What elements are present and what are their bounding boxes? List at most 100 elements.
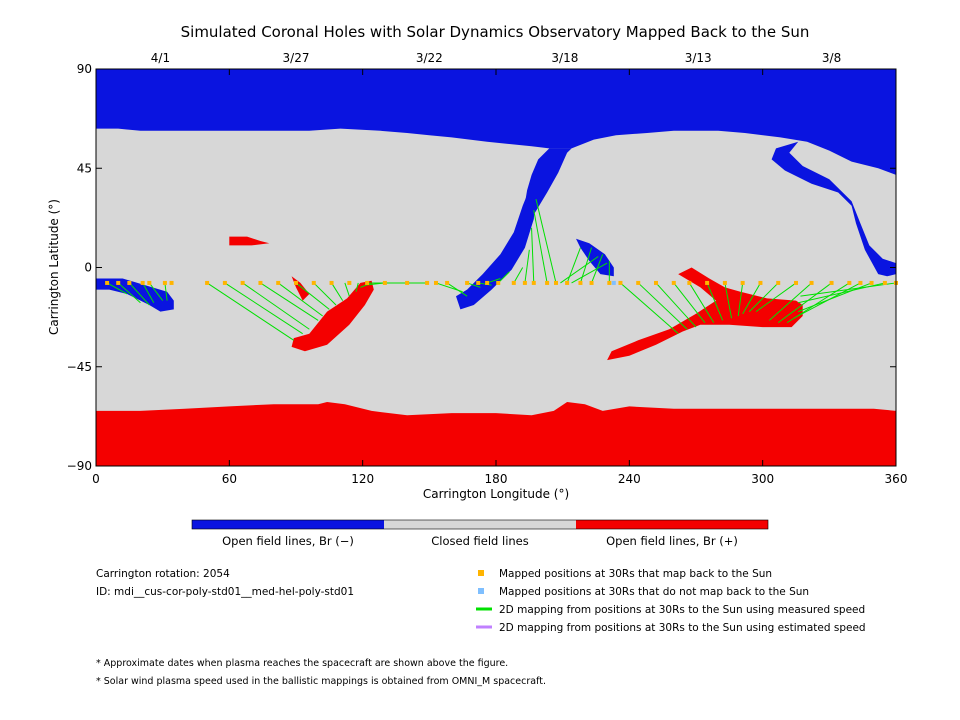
legend-label: Mapped positions at 30Rs that do not map… xyxy=(499,586,809,598)
mapping-line-measured xyxy=(755,282,797,313)
x-tick-label: 120 xyxy=(351,472,374,486)
mapping-line-measured xyxy=(355,282,359,292)
point-maps-to-sun xyxy=(847,280,852,285)
point-maps-to-sun xyxy=(554,280,558,285)
legend-marker xyxy=(478,570,484,576)
mapping-line-measured xyxy=(637,282,688,330)
point-maps-to-sun xyxy=(740,280,745,285)
mapping-line-measured xyxy=(688,282,715,323)
mapping-line-measured xyxy=(148,282,164,301)
point-maps-to-sun xyxy=(127,280,132,285)
point-maps-to-sun xyxy=(687,280,692,285)
mapping-line-measured xyxy=(560,256,599,284)
point-maps-to-sun xyxy=(405,280,410,285)
x-axis: 0 60 120 180 240 300 360 xyxy=(92,69,907,486)
date-tick-label: 3/18 xyxy=(551,51,578,65)
point-maps-to-sun xyxy=(382,280,387,285)
y-axis-label: Carrington Latitude (°) xyxy=(47,199,61,335)
mapping-line-measured xyxy=(748,282,779,312)
colorbar-segment xyxy=(576,520,768,529)
point-maps-to-sun xyxy=(445,280,450,285)
date-tick-label: 3/8 xyxy=(822,51,841,65)
point-maps-to-sun xyxy=(258,280,263,285)
colorbar-label: Open field lines, Br (+) xyxy=(606,534,738,548)
x-tick-label: 360 xyxy=(885,472,908,486)
date-tick-label: 4/1 xyxy=(151,51,170,65)
region-hole-90-125 xyxy=(291,280,374,352)
point-maps-to-sun xyxy=(434,280,438,285)
point-maps-to-sun xyxy=(294,280,298,285)
mapping-line-measured xyxy=(513,267,524,284)
mapping-line-measured xyxy=(128,282,150,306)
mapping-line-measured xyxy=(724,282,733,319)
point-maps-to-sun xyxy=(794,280,798,285)
point-maps-to-sun xyxy=(476,280,481,285)
mapping-line-measured xyxy=(531,227,535,283)
region-east-extension-300-360 xyxy=(771,141,896,277)
model-id: ID: mdi__cus-cor-poly-std01__med-hel-pol… xyxy=(96,586,354,598)
point-maps-to-sun xyxy=(858,280,863,285)
mapping-line-measured xyxy=(466,282,481,288)
legend-label: 2D mapping from positions at 30Rs to the… xyxy=(499,622,866,634)
mapping-line-measured xyxy=(673,282,706,323)
mapping-line-measured xyxy=(478,282,492,286)
x-tick-label: 180 xyxy=(485,472,508,486)
point-maps-to-sun xyxy=(758,280,763,285)
point-maps-to-sun xyxy=(485,280,490,285)
region-polar-extension-183-204 xyxy=(524,148,572,215)
y-axis: 90 45 0 −45 −90 xyxy=(67,62,896,473)
y-tick-label: 0 xyxy=(84,261,92,275)
point-maps-to-sun xyxy=(465,280,470,285)
mapping-line-measured xyxy=(206,282,295,341)
point-maps-to-sun xyxy=(869,280,874,285)
mapping-line-measured xyxy=(106,282,128,295)
x-tick-label: 60 xyxy=(222,472,237,486)
plot-area xyxy=(95,68,898,467)
mapping-line-measured xyxy=(571,262,608,284)
colorbar-segment xyxy=(192,520,384,529)
legend-label: Mapped positions at 30Rs that map back t… xyxy=(499,568,772,580)
point-maps-to-sun xyxy=(365,280,370,285)
mapping-line-measured xyxy=(242,282,310,330)
colorbar-label: Closed field lines xyxy=(431,534,529,548)
colorbar: Open field lines, Br (−) Closed field lin… xyxy=(191,519,769,548)
footnote-dates: * Approximate dates when plasma reaches … xyxy=(96,658,508,669)
point-maps-to-sun xyxy=(545,280,550,285)
point-maps-to-sun xyxy=(511,280,516,285)
y-tick-label: 45 xyxy=(77,161,92,175)
point-maps-to-sun xyxy=(329,280,334,285)
region-hole-230-320 xyxy=(607,267,803,361)
mapping-line-measured xyxy=(486,278,501,284)
region-patch-60-80 xyxy=(229,236,270,246)
colorbar-frame xyxy=(191,519,769,530)
point-maps-to-sun xyxy=(607,280,612,285)
point-maps-to-sun xyxy=(425,280,430,285)
region-neck-hole-165-195 xyxy=(456,183,536,310)
region-hole-left-edge xyxy=(96,278,174,312)
mapping-line-measured xyxy=(142,282,155,304)
point-maps-to-sun xyxy=(140,280,145,285)
x-tick-label: 0 xyxy=(92,472,100,486)
mapping-line-measured xyxy=(313,282,337,306)
mapping-line-measured xyxy=(446,282,468,297)
region-hole-215-234 xyxy=(576,238,614,277)
point-maps-to-sun xyxy=(276,280,281,285)
chart-title: Simulated Coronal Holes with Solar Dynam… xyxy=(181,23,810,41)
coronal-hole-regions xyxy=(96,69,896,466)
point-maps-to-sun xyxy=(829,280,834,285)
date-axis: 4/1 3/27 3/22 3/18 3/13 3/8 xyxy=(151,51,841,65)
legend: Mapped positions at 30Rs that map back t… xyxy=(476,568,866,634)
date-tick-label: 3/22 xyxy=(416,51,443,65)
point-maps-to-sun xyxy=(105,280,110,285)
point-maps-to-sun xyxy=(147,280,152,285)
point-maps-to-sun xyxy=(222,280,227,285)
mapping-line-measured xyxy=(769,282,812,321)
mapping-line-measured xyxy=(164,282,168,301)
date-tick-label: 3/27 xyxy=(283,51,310,65)
colorbar-segment xyxy=(384,520,576,529)
x-tick-label: 300 xyxy=(751,472,774,486)
mapping-line-measured xyxy=(533,210,548,284)
point-maps-to-sun xyxy=(116,280,121,285)
mapping-lines xyxy=(106,199,897,341)
